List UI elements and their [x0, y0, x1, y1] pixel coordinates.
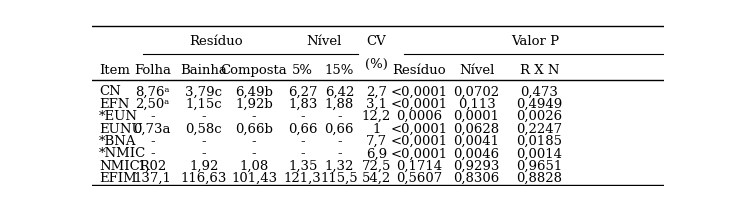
Text: -: - [150, 147, 155, 160]
Text: (%): (%) [365, 58, 388, 71]
Text: 0,66: 0,66 [325, 122, 354, 136]
Text: EFN: EFN [99, 98, 129, 111]
Text: EFIM: EFIM [99, 172, 137, 185]
Text: NMICR: NMICR [99, 160, 150, 173]
Text: 0,0046: 0,0046 [454, 147, 500, 160]
Text: *BNA: *BNA [99, 135, 137, 148]
Text: 0,8828: 0,8828 [517, 172, 562, 185]
Text: -: - [337, 147, 342, 160]
Text: 0,473: 0,473 [520, 85, 559, 98]
Text: -: - [252, 135, 256, 148]
Text: Nível: Nível [459, 64, 494, 77]
Text: 0,0041: 0,0041 [454, 135, 500, 148]
Text: 5%: 5% [292, 64, 313, 77]
Text: -: - [252, 110, 256, 123]
Text: -: - [201, 147, 206, 160]
Text: R X N: R X N [520, 64, 559, 77]
Text: 0,113: 0,113 [458, 98, 495, 111]
Text: 1,08: 1,08 [240, 160, 269, 173]
Text: Valor P: Valor P [511, 35, 559, 48]
Text: -: - [337, 135, 342, 148]
Text: 0,0026: 0,0026 [517, 110, 562, 123]
Text: 0,0702: 0,0702 [454, 85, 500, 98]
Text: -: - [201, 110, 206, 123]
Text: -: - [300, 147, 305, 160]
Text: Nível: Nível [307, 35, 342, 48]
Text: <0,0001: <0,0001 [391, 147, 448, 160]
Text: 2,50ᵃ: 2,50ᵃ [135, 98, 170, 111]
Text: -: - [201, 135, 206, 148]
Text: 115,5: 115,5 [320, 172, 358, 185]
Text: Resíduo: Resíduo [393, 64, 446, 77]
Text: Item: Item [99, 64, 130, 77]
Text: 0,2247: 0,2247 [517, 122, 562, 136]
Text: 1,02: 1,02 [138, 160, 167, 173]
Text: 121,3: 121,3 [284, 172, 322, 185]
Text: 0,9651: 0,9651 [517, 160, 562, 173]
Text: -: - [337, 110, 342, 123]
Text: Resíduo: Resíduo [189, 35, 243, 48]
Text: 137,1: 137,1 [134, 172, 171, 185]
Text: 0,1714: 0,1714 [396, 160, 443, 173]
Text: 101,43: 101,43 [231, 172, 277, 185]
Text: 0,0014: 0,0014 [517, 147, 562, 160]
Text: 6,27: 6,27 [288, 85, 317, 98]
Text: 0,0001: 0,0001 [454, 110, 500, 123]
Text: 0,66b: 0,66b [235, 122, 273, 136]
Text: 0,0006: 0,0006 [396, 110, 443, 123]
Text: 0,73a: 0,73a [134, 122, 171, 136]
Text: <0,0001: <0,0001 [391, 122, 448, 136]
Text: 1,92: 1,92 [189, 160, 218, 173]
Text: <0,0001: <0,0001 [391, 85, 448, 98]
Text: -: - [150, 135, 155, 148]
Text: 7,7: 7,7 [366, 135, 387, 148]
Text: CV: CV [367, 36, 387, 48]
Text: -: - [150, 110, 155, 123]
Text: 1,88: 1,88 [325, 98, 354, 111]
Text: -: - [300, 110, 305, 123]
Text: 3,1: 3,1 [366, 98, 387, 111]
Text: *EUN: *EUN [99, 110, 138, 123]
Text: 15%: 15% [325, 64, 354, 77]
Text: 0,9293: 0,9293 [453, 160, 500, 173]
Text: 12,2: 12,2 [362, 110, 391, 123]
Text: 1,32: 1,32 [325, 160, 354, 173]
Text: 0,8306: 0,8306 [453, 172, 500, 185]
Text: 0,0628: 0,0628 [454, 122, 500, 136]
Text: 6,49b: 6,49b [235, 85, 273, 98]
Text: 0,4949: 0,4949 [517, 98, 562, 111]
Text: 0,58c: 0,58c [185, 122, 222, 136]
Text: 8,76ᵃ: 8,76ᵃ [135, 85, 170, 98]
Text: 54,2: 54,2 [362, 172, 391, 185]
Text: 6,9: 6,9 [366, 147, 387, 160]
Text: 0,5607: 0,5607 [396, 172, 443, 185]
Text: 1,92b: 1,92b [235, 98, 273, 111]
Text: 0,0185: 0,0185 [517, 135, 562, 148]
Text: -: - [252, 147, 256, 160]
Text: Bainha: Bainha [180, 64, 227, 77]
Text: 6,42: 6,42 [325, 85, 354, 98]
Text: 2,7: 2,7 [366, 85, 387, 98]
Text: 1,35: 1,35 [288, 160, 317, 173]
Text: -: - [300, 135, 305, 148]
Text: *NMIC: *NMIC [99, 147, 146, 160]
Text: <0,0001: <0,0001 [391, 135, 448, 148]
Text: 116,63: 116,63 [181, 172, 227, 185]
Text: EUNU: EUNU [99, 122, 143, 136]
Text: Folha: Folha [134, 64, 170, 77]
Text: 1,83: 1,83 [288, 98, 317, 111]
Text: 1,15c: 1,15c [185, 98, 222, 111]
Text: CN: CN [99, 85, 121, 98]
Text: 1: 1 [373, 122, 381, 136]
Text: 3,79c: 3,79c [185, 85, 222, 98]
Text: Composta: Composta [221, 64, 288, 77]
Text: 0,66: 0,66 [288, 122, 317, 136]
Text: 72,5: 72,5 [362, 160, 391, 173]
Text: <0,0001: <0,0001 [391, 98, 448, 111]
